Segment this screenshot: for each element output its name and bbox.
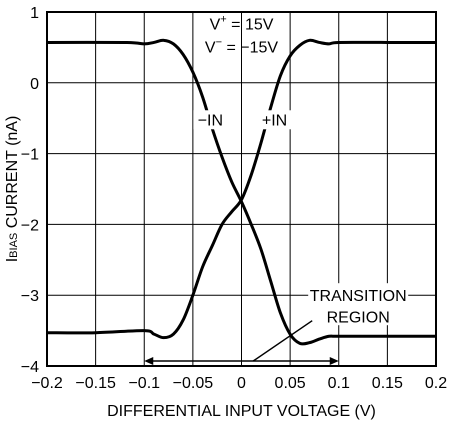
label-plus-in-bg [257,110,292,130]
x-tick-label: 0.1 [328,375,350,392]
transition-label-line2: REGION [327,309,390,326]
series-label-minus-in: −IN [198,112,223,129]
y-tick-label: −4 [21,359,39,376]
x-tick-label: 0.15 [372,375,403,392]
x-axis-title: DIFFERENTIAL INPUT VOLTAGE (V) [107,403,376,420]
supply-vplus-label: V+ = 15V [210,14,274,34]
x-tick-label: −0.2 [31,375,63,392]
vplus-rest: = 15V [227,17,274,34]
vminus-base: V [205,39,216,56]
vminus-sup: − [216,36,222,48]
transition-label-line1: TRANSITION [310,288,407,305]
y-axis-title-main: I [4,258,21,262]
y-tick-label: −3 [21,288,39,305]
x-tick-label: 0 [237,375,246,392]
series-plus-in-line [46,38,436,340]
supply-vminus-label: V− = −15V [205,36,278,56]
vplus-base: V [210,17,221,34]
x-tick-label: −0.05 [173,375,214,392]
y-axis-title: IBIAS CURRENT (nA) [4,116,21,263]
label-minus-in-bg [193,110,228,130]
transition-label-bg [308,283,409,326]
plot-frame [46,11,437,367]
x-tick-label: −0.1 [128,375,160,392]
x-tick-label: 0.2 [425,375,447,392]
y-tick-label: −1 [21,147,39,164]
y-tick-labels: 1 0 −1 −2 −3 −4 [21,5,39,376]
x-tick-label: 0.05 [275,375,306,392]
y-tick-label: 0 [30,76,39,93]
series-label-plus-in: +IN [262,112,287,129]
x-tick-label: −0.15 [75,375,116,392]
x-tick-labels: −0.2 −0.15 −0.1 −0.05 0 0.05 0.1 0.15 0.2 [31,375,447,392]
transition-arrowhead-right [329,357,339,366]
transition-leader-line [252,320,313,362]
transition-arrowhead-left [144,357,154,366]
y-tick-label: −2 [21,217,39,234]
vminus-rest: = −15V [222,39,278,56]
series-layer [46,38,436,346]
y-tick-label: 1 [30,5,39,22]
y-axis-title-sub: BIAS [8,233,20,258]
y-axis-title-rest: CURRENT (nA) [4,116,21,233]
vplus-sup: + [220,14,226,26]
